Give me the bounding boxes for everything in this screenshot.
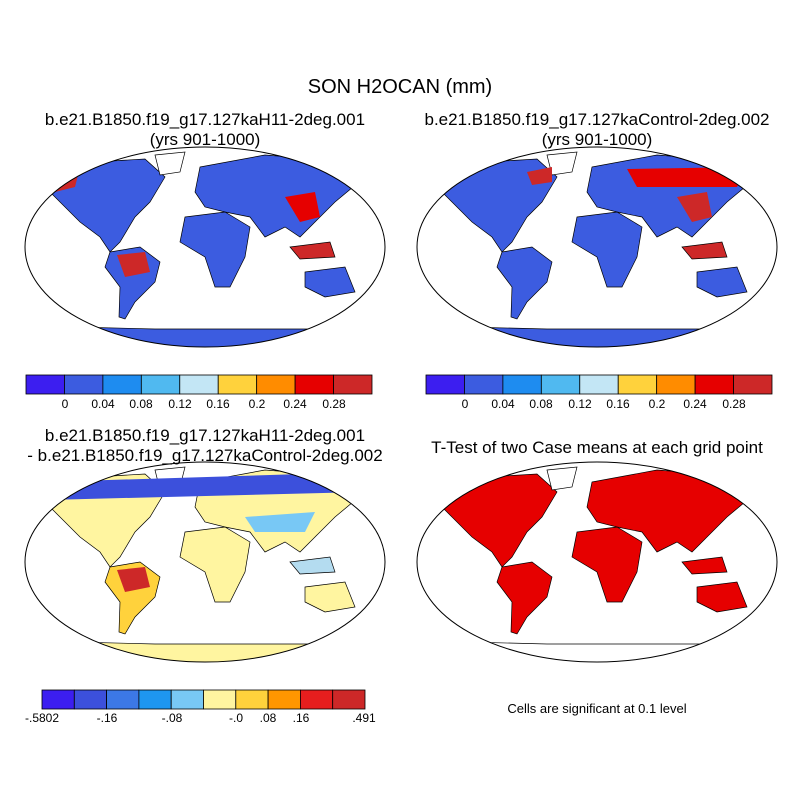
colorbar-box	[170, 689, 204, 710]
colorbar-box	[102, 374, 142, 395]
map	[24, 146, 386, 348]
panel-title: T-Test of two Case means at each grid po…	[431, 438, 763, 457]
colorbar-label: .491	[352, 711, 376, 725]
colorbar-box	[332, 689, 366, 710]
colorbar-label: 0.04	[491, 397, 515, 411]
colorbar-label: 0.16	[206, 397, 230, 411]
colorbar-box	[25, 374, 65, 395]
colorbar-label: -.08	[162, 711, 183, 725]
colorbar-box	[41, 689, 75, 710]
colorbar-box	[733, 374, 773, 395]
colorbar-label: 0.04	[91, 397, 115, 411]
colorbar-box	[256, 374, 296, 395]
colorbar-box	[464, 374, 504, 395]
colorbar-box	[235, 689, 269, 710]
colorbar-box	[333, 374, 373, 395]
colorbar-label: 0.12	[568, 397, 592, 411]
colorbar-box	[656, 374, 696, 395]
colorbar-label: 0.16	[606, 397, 630, 411]
colorbar-label: 0	[462, 397, 469, 411]
map	[416, 146, 778, 348]
map	[416, 461, 778, 663]
colorbar-label: 0.24	[283, 397, 307, 411]
colorbar-box	[106, 689, 140, 710]
colorbar-label: 0.28	[322, 397, 346, 411]
colorbar-label: .16	[293, 711, 310, 725]
colorbar-box	[694, 374, 734, 395]
panel-title: b.e21.B1850.f19_g17.127kaH11-2deg.001	[45, 426, 365, 445]
colorbar-labels: 0 0.04 0.08 0.12 0.16 0.2 0.24 0.28 0 0.…	[25, 397, 746, 725]
colorbar-label: 0	[62, 397, 69, 411]
panel-subtitle: (yrs 901-1000)	[150, 130, 261, 149]
colorbar-box	[138, 689, 172, 710]
colorbar-box	[203, 689, 237, 710]
colorbar-box	[64, 374, 104, 395]
colorbar-label: -.0	[229, 711, 243, 725]
map	[24, 461, 386, 663]
colorbar-label: 0.12	[168, 397, 192, 411]
colorbar-box	[179, 374, 219, 395]
colorbar-label: 0.2	[249, 397, 266, 411]
colorbar-box	[73, 689, 108, 710]
colorbar-box	[540, 374, 581, 395]
panel-title: b.e21.B1850.f19_g17.127kaH11-2deg.001	[45, 110, 365, 129]
colorbar-label: 0.2	[649, 397, 666, 411]
colorbar-box	[299, 689, 334, 710]
colorbar-box	[502, 374, 542, 395]
colorbar-box	[267, 689, 301, 710]
colorbar-box	[617, 374, 658, 395]
panel-title: b.e21.B1850.f19_g17.127kaControl-2deg.00…	[424, 110, 769, 129]
colorbar-label: -.5802	[25, 711, 59, 725]
colorbar-box	[425, 374, 465, 395]
panel-subtitle: - b.e21.B1850.f19_g17.127kaControl-2deg.…	[27, 446, 382, 465]
colorbars	[25, 374, 773, 710]
panel-subtitle: (yrs 901-1000)	[542, 130, 653, 149]
colorbar-label: 0.28	[722, 397, 746, 411]
panel-note: Cells are significant at 0.1 level	[507, 701, 686, 716]
colorbar-box	[294, 374, 334, 395]
colorbar-box	[140, 374, 181, 395]
colorbar-label: 0.08	[529, 397, 553, 411]
figure-title: SON H2OCAN (mm)	[308, 76, 492, 98]
colorbar-label: 0.08	[129, 397, 153, 411]
colorbar-label: .08	[260, 711, 277, 725]
colorbar-box	[579, 374, 619, 395]
colorbar-label: 0.24	[683, 397, 707, 411]
colorbar-box	[217, 374, 258, 395]
colorbar-label: -.16	[97, 711, 118, 725]
